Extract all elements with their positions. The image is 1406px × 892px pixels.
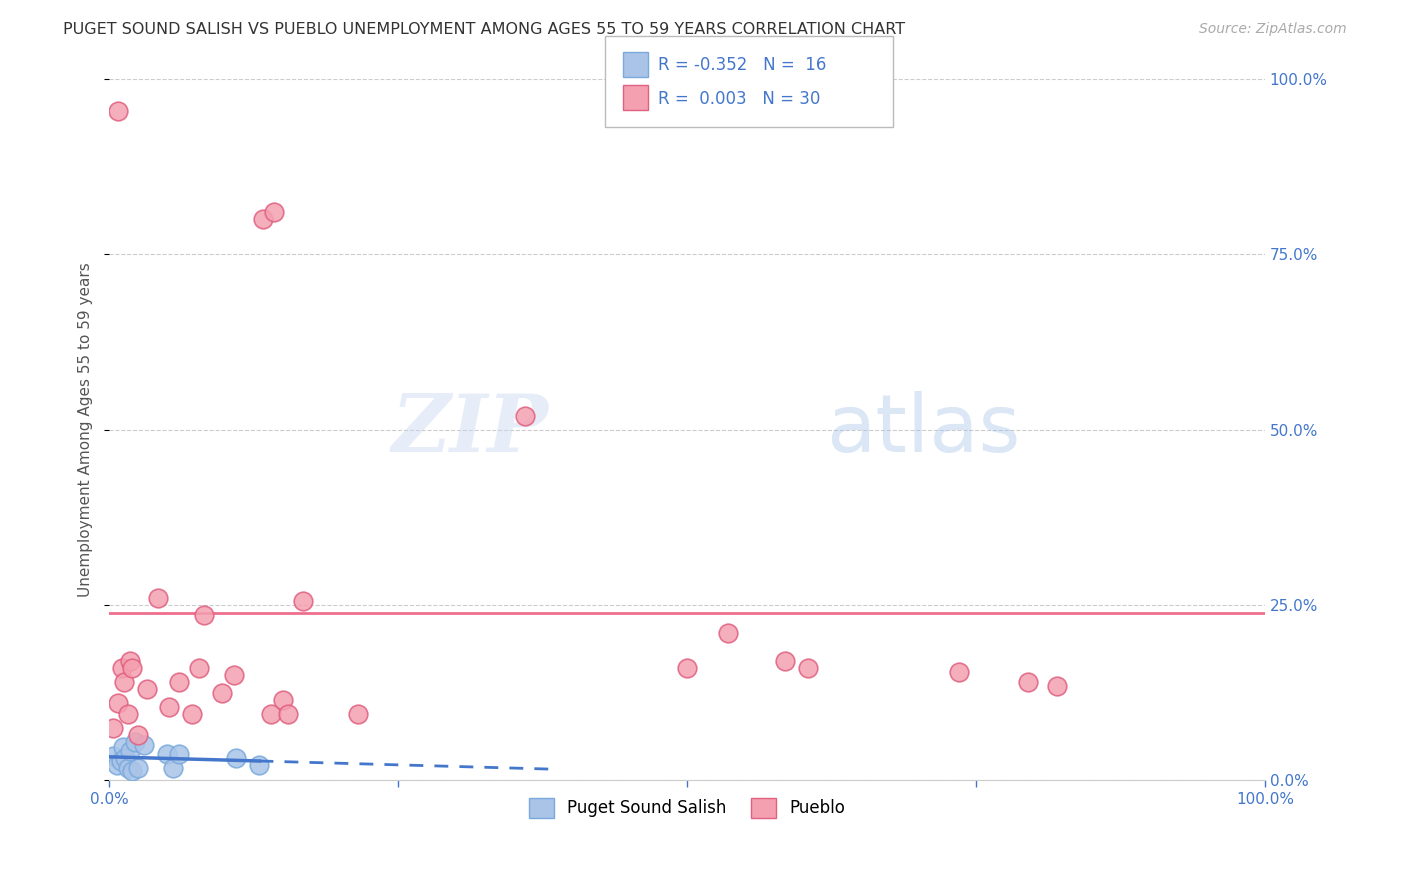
Point — [162, 761, 184, 775]
Point — [211, 685, 233, 699]
Point — [775, 654, 797, 668]
Text: ZIP: ZIP — [391, 391, 548, 468]
Point — [105, 757, 128, 772]
Point — [146, 591, 169, 605]
Point — [156, 747, 179, 761]
Point — [132, 738, 155, 752]
Point — [127, 761, 149, 775]
Point — [1017, 675, 1039, 690]
Point — [193, 608, 215, 623]
Point — [225, 751, 247, 765]
Text: R =  0.003   N = 30: R = 0.003 N = 30 — [658, 90, 820, 108]
Point — [107, 103, 129, 118]
Point — [271, 692, 294, 706]
Point — [101, 748, 124, 763]
Point — [249, 757, 271, 772]
Point — [167, 675, 190, 690]
Text: R = -0.352   N =  16: R = -0.352 N = 16 — [658, 56, 827, 74]
Point — [121, 764, 143, 779]
Point — [157, 699, 180, 714]
Legend: Puget Sound Salish, Pueblo: Puget Sound Salish, Pueblo — [522, 791, 852, 824]
Point — [252, 212, 274, 227]
Point — [110, 754, 132, 768]
Point — [112, 675, 135, 690]
Point — [118, 744, 141, 758]
Point — [1046, 679, 1069, 693]
Point — [676, 661, 699, 675]
Point — [107, 696, 129, 710]
Point — [188, 661, 211, 675]
Point — [118, 654, 141, 668]
Point — [101, 721, 124, 735]
Point — [346, 706, 368, 721]
Point — [716, 626, 738, 640]
Point — [797, 661, 820, 675]
Point — [167, 747, 190, 761]
Point — [292, 594, 315, 608]
Y-axis label: Unemployment Among Ages 55 to 59 years: Unemployment Among Ages 55 to 59 years — [79, 262, 93, 597]
Point — [117, 761, 139, 775]
Point — [263, 205, 285, 219]
Text: Source: ZipAtlas.com: Source: ZipAtlas.com — [1199, 22, 1347, 37]
Point — [127, 728, 149, 742]
Point — [515, 409, 537, 423]
Point — [114, 751, 136, 765]
Point — [136, 682, 159, 697]
Point — [121, 661, 143, 675]
Point — [260, 706, 283, 721]
Point — [111, 661, 134, 675]
Point — [112, 739, 135, 754]
Text: atlas: atlas — [825, 391, 1021, 468]
Text: PUGET SOUND SALISH VS PUEBLO UNEMPLOYMENT AMONG AGES 55 TO 59 YEARS CORRELATION : PUGET SOUND SALISH VS PUEBLO UNEMPLOYMEN… — [63, 22, 905, 37]
Point — [948, 665, 970, 679]
Point — [222, 668, 245, 682]
Point — [277, 706, 299, 721]
Point — [117, 706, 139, 721]
Point — [124, 735, 146, 749]
Point — [181, 706, 204, 721]
